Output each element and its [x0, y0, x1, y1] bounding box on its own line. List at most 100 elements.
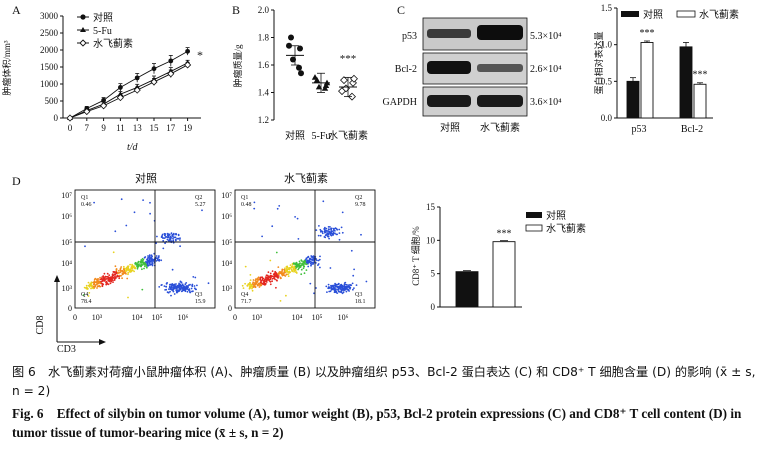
- legend-label-silybin: 水飞蓟素: [546, 222, 586, 235]
- panel-c-category-label: p53: [632, 124, 647, 135]
- flow-title-control: 对照: [135, 171, 157, 185]
- caption-chinese: 图 6 水飞蓟素对荷瘤小鼠肿瘤体积 (A)、肿瘤质量 (B) 以及肿瘤组织 p5…: [12, 365, 756, 398]
- panel-c-ytick-label: 0.5: [601, 76, 613, 86]
- flow-ytick-label: 10⁷: [61, 191, 72, 200]
- panel-b-ytick-label: 1.2: [258, 115, 269, 125]
- blot-size-gapdh: 3.6×10⁴: [530, 97, 562, 108]
- panel-b-ylabel: 肿瘤质量/g: [232, 44, 243, 88]
- blot-row-label-bcl2: Bcl-2: [395, 64, 417, 75]
- data-point-5fu: [313, 76, 321, 83]
- data-point-silybin: [340, 76, 348, 85]
- panel-b-category-label: 对照: [285, 129, 305, 142]
- data-point-control: [101, 97, 106, 103]
- flow-plot-frame: [234, 189, 376, 309]
- blot-lane-silybin: 水飞蓟素: [480, 121, 520, 134]
- flow-xtick-label: 0: [73, 313, 77, 322]
- flow-axis-arrows: CD8 CD3: [35, 275, 106, 355]
- panel-a-xtick-label: 13: [133, 123, 143, 133]
- quadrant-q2-label: Q2: [355, 195, 362, 201]
- panel-c-ylabel: 蛋白相对表达量: [593, 31, 604, 94]
- flow-ytick-label: 10⁵: [61, 238, 72, 247]
- data-point-5fu: [321, 85, 329, 91]
- flow-ytick-label: 10⁵: [221, 238, 232, 247]
- flow-xtick-label: 10³: [92, 313, 103, 322]
- panel-a-legend: 对照 5-Fu 水飞蓟素: [77, 11, 133, 50]
- panel-d-ytick-label: 5: [431, 269, 436, 279]
- panel-b-label: B: [232, 3, 240, 17]
- panel-d: D 对照 水飞蓟素 Q1 0.46 Q2 5.27 Q4 78.4 Q3 15.9 0 10³ 10…: [0, 160, 766, 360]
- panel-a-xlabel: t/d: [127, 142, 139, 153]
- legend-swatch-silybin: [525, 224, 543, 232]
- legend-label-silybin: 水飞蓟素: [93, 37, 133, 50]
- western-blot: p53 Bcl-2 GAPDH 5.3×10⁴ 2.6×10⁴ 3.6×10⁴ …: [383, 17, 562, 134]
- data-point-control: [118, 85, 123, 90]
- data-point-silybin: [150, 78, 158, 86]
- flow-axis-x: CD3: [57, 344, 76, 355]
- panel-b-ytick-label: 1.4: [258, 88, 270, 98]
- bar-p53-silybin: [640, 42, 654, 119]
- legend-label-control: 对照: [546, 209, 566, 222]
- panel-b-ytick-label: 2.0: [258, 5, 270, 15]
- data-point-silybin: [133, 86, 141, 94]
- flow-xtick-label: 10⁴: [292, 313, 303, 322]
- flow-dots: [241, 200, 368, 302]
- legend-label-silybin: 水飞蓟素: [699, 8, 739, 21]
- panel-c-category-label: Bcl-2: [681, 124, 703, 135]
- panel-a-xtick-label: 15: [150, 123, 160, 133]
- panel-b-category-label: 5-Fu: [312, 131, 331, 142]
- flow-ytick-label: 0: [68, 304, 72, 313]
- panel-d-ytick-label: 10: [426, 235, 436, 245]
- panel-c-label: C: [397, 3, 405, 17]
- panel-a-star: *: [197, 48, 203, 62]
- panel-d-label: D: [12, 174, 21, 188]
- blot-row-label-p53: p53: [402, 31, 417, 42]
- quadrant-q2-value: 9.78: [355, 202, 366, 208]
- series-line-2: [69, 64, 188, 119]
- flow-ytick-label: 10⁷: [221, 191, 232, 200]
- flow-xtick-label: 10⁴: [132, 313, 143, 322]
- quadrant-q1-label: Q1: [81, 195, 88, 201]
- flow-title-silybin: 水飞蓟素: [284, 172, 328, 185]
- quadrant-q3-value: 15.9: [195, 299, 206, 305]
- panel-d-significance: ***: [497, 229, 512, 240]
- panel-a-ytick-label: 1000: [40, 79, 59, 89]
- caption-english: Fig. 6 Effect of silybin on tumor volume…: [12, 406, 742, 440]
- panel-c: C p53 Bcl-2 GAPDH 5.3×10⁴ 2.6×10⁴ 3.6×10…: [375, 0, 766, 160]
- panel-a-label: A: [12, 3, 21, 17]
- quadrant-q1-value: 0.48: [241, 202, 252, 208]
- flow-ytick-label: 10⁴: [221, 259, 232, 268]
- flow-ytick-label: 10⁴: [61, 259, 72, 268]
- panel-d-ytick-label: 0: [431, 302, 436, 312]
- panel-a-ytick-label: 3000: [40, 11, 59, 21]
- panel-b-ytick-label: 1.6: [258, 60, 270, 70]
- flow-xtick-label: 10⁵: [152, 313, 163, 322]
- blot-band-p53-silybin: [477, 25, 523, 40]
- panel-a-xtick-label: 17: [166, 123, 176, 133]
- quadrant-q4-value: 71.7: [241, 299, 252, 305]
- data-point-control: [185, 48, 191, 54]
- quadrant-q3-value: 18.1: [355, 299, 366, 305]
- cd8-figure: D 对照 水飞蓟素 Q10.46Q25.27Q478.4Q315.9010³10…: [12, 171, 586, 355]
- flow-plot-frame: [74, 189, 216, 309]
- flow-ytick-label: 10³: [222, 284, 233, 293]
- panel-b-ytick-label: 1.8: [258, 33, 270, 43]
- legend-label-5fu: 5-Fu: [93, 26, 112, 37]
- data-point-control: [297, 45, 303, 52]
- flow-xtick-label: 10³: [252, 313, 263, 322]
- panel-a-ytick-label: 0: [54, 113, 59, 123]
- blot-band-p53-control: [427, 29, 471, 38]
- panel-a-ytick-label: 2000: [40, 45, 59, 55]
- blot-row-label-gapdh: GAPDH: [383, 97, 417, 108]
- panel-a-xtick-label: 0: [68, 123, 73, 133]
- panel-a-ytick-label: 500: [45, 96, 59, 106]
- legend-swatch-silybin: [676, 10, 696, 18]
- legend-swatch-control: [526, 212, 542, 218]
- data-point-control: [298, 70, 304, 77]
- panel-d-legend: 对照 水飞蓟素: [525, 209, 586, 235]
- panel-b: B 肿瘤质量/g 1.2 1.4 1.6 1.8 2.0 对照 5-Fu 水飞蓟素 ***: [215, 0, 375, 160]
- data-point-control: [288, 34, 294, 41]
- bar-p53-control: [626, 80, 640, 119]
- flow-xtick-label: 10⁶: [178, 313, 189, 322]
- data-point-silybin: [66, 114, 74, 122]
